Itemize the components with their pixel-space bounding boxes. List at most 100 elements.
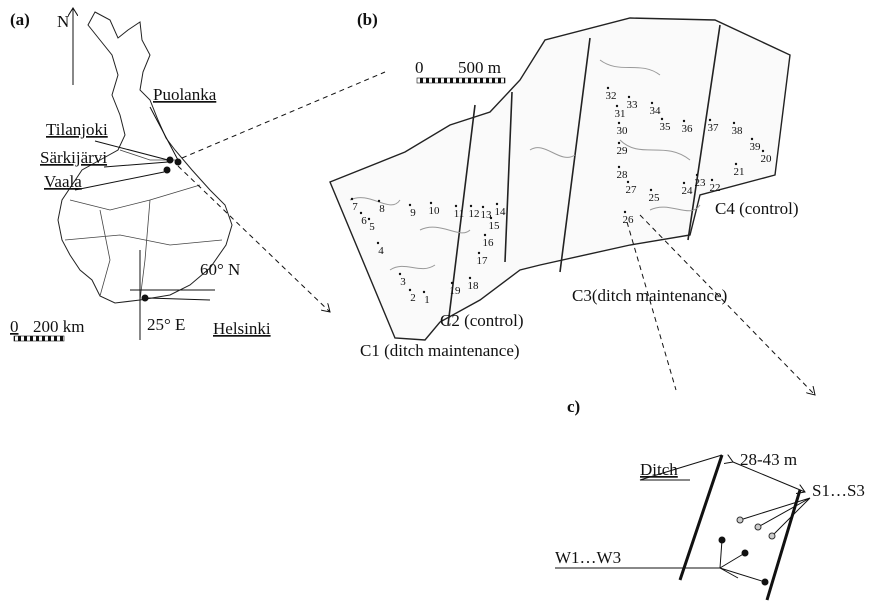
point-dot — [734, 162, 738, 166]
point-label: 20 — [761, 153, 773, 165]
point-label: 18 — [468, 280, 480, 292]
point-label: 38 — [732, 125, 744, 137]
compartment-label: C2 (control) — [440, 311, 524, 330]
sample-points — [718, 516, 776, 586]
point-dot — [627, 95, 631, 99]
point-label: 5 — [369, 221, 375, 233]
point-dot — [408, 203, 412, 207]
point-dot — [454, 204, 458, 208]
dashed-arrows — [177, 71, 386, 312]
point-label: 31 — [615, 108, 626, 120]
scale-label: 500 m — [458, 58, 501, 77]
scale-label: 0 — [10, 317, 19, 336]
point-dot — [710, 178, 714, 182]
point-dot — [376, 241, 380, 245]
point-dot — [359, 211, 363, 215]
point-dot — [483, 233, 487, 237]
longitude-label: 25° E — [147, 315, 185, 334]
point-dot — [495, 202, 499, 206]
site-dot — [166, 156, 174, 164]
finland-outline — [57, 11, 233, 304]
site-dot — [141, 294, 149, 302]
point-label: 8 — [379, 203, 385, 215]
point-label: 24 — [682, 185, 694, 197]
point-label: 30 — [617, 125, 629, 137]
compartment-label: C1 (ditch maintenance) — [360, 341, 520, 360]
panel-label: c) — [567, 397, 580, 416]
leader-lines — [74, 106, 211, 301]
point-dot — [615, 104, 619, 108]
scale-bar — [416, 77, 506, 84]
point-label: 35 — [660, 121, 672, 133]
place-name: Puolanka — [153, 85, 217, 104]
point-dot — [408, 288, 412, 292]
point-label: 4 — [378, 245, 384, 257]
point-label: 22 — [710, 182, 721, 194]
point-label: 3 — [400, 276, 406, 288]
panel-label: (b) — [357, 10, 378, 29]
point-label: 21 — [734, 166, 745, 178]
point-dot — [377, 199, 381, 203]
place-name: Vaala — [44, 172, 82, 191]
point-dot — [429, 201, 433, 205]
place-name: Tilanjoki — [46, 120, 108, 139]
point-dot — [682, 119, 686, 123]
leader-lines — [555, 454, 811, 583]
point-dot — [350, 197, 354, 201]
point-label: 17 — [477, 255, 489, 267]
point-label: 16 — [483, 237, 495, 249]
point-label: 36 — [682, 123, 694, 135]
point-dot — [623, 210, 627, 214]
point-label: 15 — [489, 220, 501, 232]
point-label: 19 — [450, 285, 462, 297]
point-label: 7 — [352, 201, 358, 213]
region-borders — [64, 149, 223, 301]
point-dot — [732, 121, 736, 125]
point-label: 1 — [424, 294, 430, 306]
point-dot — [750, 137, 754, 141]
point-label: 6 — [361, 215, 367, 227]
point-label: 27 — [626, 184, 638, 196]
scale-bar — [13, 335, 65, 342]
point-label: 23 — [695, 177, 707, 189]
point-label: 12 — [469, 208, 480, 220]
point-dot — [450, 281, 454, 285]
point-dot — [489, 216, 493, 220]
point-dot — [481, 205, 485, 209]
north-label: N — [57, 12, 69, 31]
point-label: 26 — [623, 214, 635, 226]
surface-label: S1…S3 — [812, 481, 865, 500]
ditch-lines — [678, 454, 802, 601]
point-label: 28 — [617, 169, 629, 181]
point-dot — [468, 276, 472, 280]
dashed-arrows — [626, 214, 815, 395]
panel-label: (a) — [10, 10, 30, 29]
distance-arrow — [733, 462, 805, 492]
point-dot — [660, 117, 664, 121]
point-label: 33 — [627, 99, 639, 111]
study-area — [329, 17, 791, 341]
point-label: 37 — [708, 122, 720, 134]
point-dot — [422, 290, 426, 294]
scale-label: 0 — [415, 58, 424, 77]
point-label: 14 — [495, 206, 507, 218]
point-dot — [469, 204, 473, 208]
compartment-borders — [447, 24, 721, 326]
point-dot — [398, 272, 402, 276]
point-dot — [617, 121, 621, 125]
ditch-label: Ditch — [640, 460, 678, 479]
place-name: Särkijärvi — [40, 148, 107, 167]
point-label: 39 — [750, 141, 762, 153]
point-dot — [606, 86, 610, 90]
point-dot — [650, 101, 654, 105]
well-label: W1…W3 — [555, 548, 621, 567]
point-dot — [695, 173, 699, 177]
point-label: 13 — [481, 209, 493, 221]
point-label: 2 — [410, 292, 416, 304]
point-dot — [367, 217, 371, 221]
point-label: 29 — [617, 145, 629, 157]
point-dot — [682, 181, 686, 185]
compartment-label: C3(ditch maintenance) — [572, 286, 727, 305]
scale-label: 200 km — [33, 317, 84, 336]
